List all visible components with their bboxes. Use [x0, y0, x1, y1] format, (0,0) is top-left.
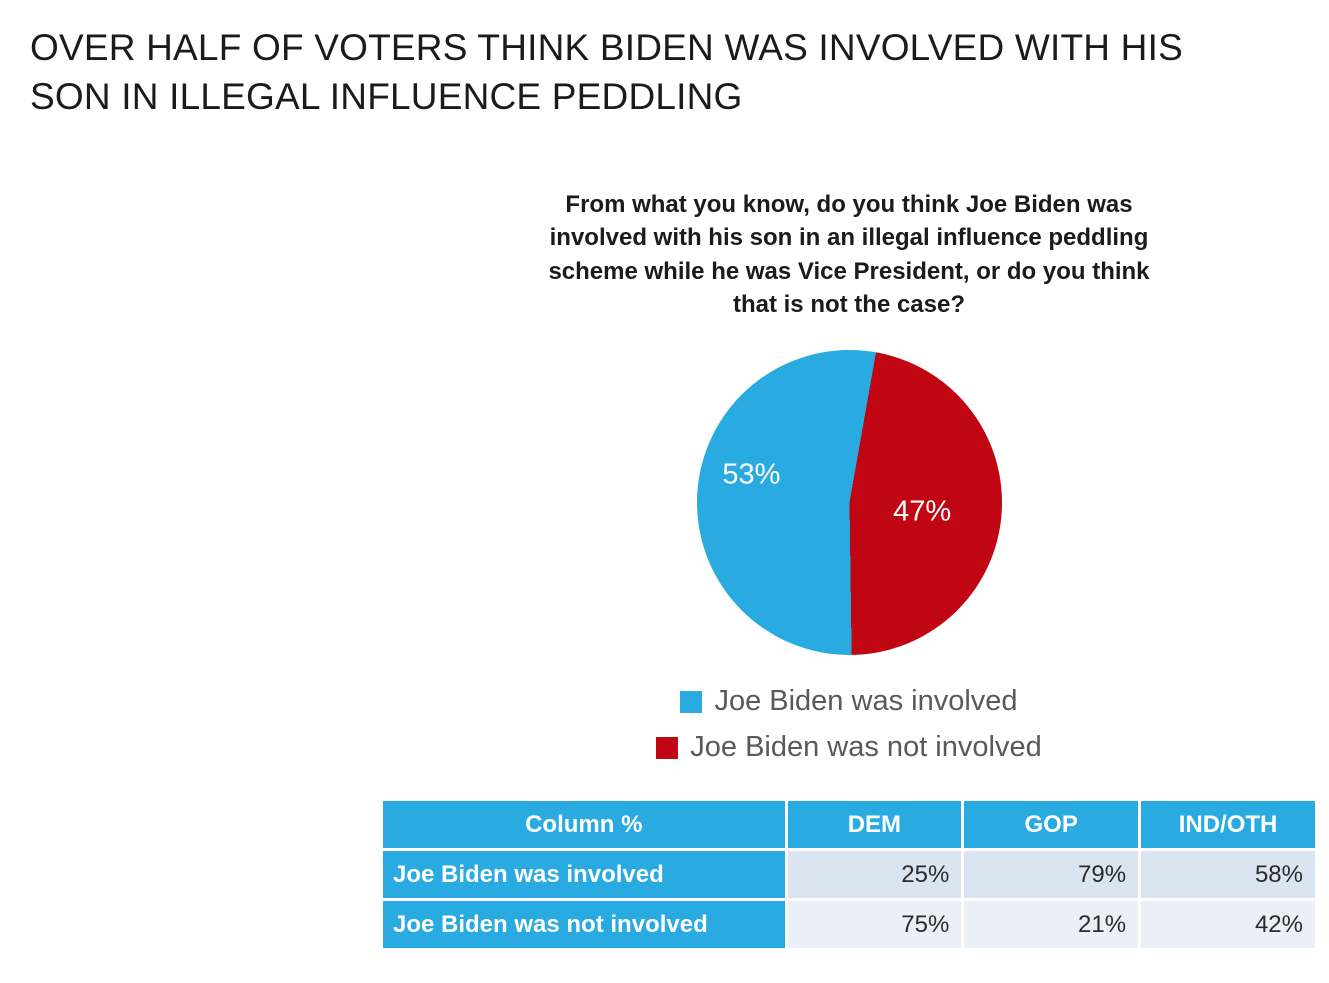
table-row-label-involved: Joe Biden was involved — [383, 851, 785, 899]
table-cell-not-involved-gop: 21% — [964, 901, 1139, 949]
pie-chart: 53% 47% — [696, 350, 1002, 656]
figure-column: From what you know, do you think Joe Bid… — [383, 188, 1315, 951]
pie-slice-label-not-involved: 47% — [893, 495, 952, 528]
legend-item-not-involved: Joe Biden was not involved — [383, 731, 1315, 764]
table-row-involved: Joe Biden was involved 25% 79% 58% — [383, 851, 1315, 899]
table-header-row: Column % DEM GOP IND/OTH — [383, 801, 1315, 849]
pie-chart-wrapper: 53% 47% — [696, 350, 1002, 656]
legend-label-involved: Joe Biden was involved — [714, 685, 1018, 718]
crosstab-table: Column % DEM GOP IND/OTH Joe Biden was i… — [380, 798, 1318, 951]
table-row-not-involved: Joe Biden was not involved 75% 21% 42% — [383, 901, 1315, 949]
chart-question: From what you know, do you think Joe Bid… — [548, 190, 1150, 319]
table-header-dem: DEM — [787, 801, 962, 849]
legend-label-not-involved: Joe Biden was not involved — [690, 731, 1042, 764]
table-header-ind-oth: IND/OTH — [1141, 801, 1315, 849]
legend-swatch-involved-icon — [680, 690, 703, 713]
table-header-gop: GOP — [964, 801, 1139, 849]
legend: Joe Biden was involved Joe Biden was not… — [383, 685, 1315, 764]
table-cell-involved-gop: 79% — [964, 851, 1139, 899]
legend-item-involved: Joe Biden was involved — [383, 685, 1315, 718]
pie-slice-label-involved: 53% — [722, 458, 781, 491]
table-cell-not-involved-dem: 75% — [787, 901, 962, 949]
table-cell-involved-dem: 25% — [787, 851, 962, 899]
table-cell-involved-ind-oth: 58% — [1141, 851, 1315, 899]
table-header-column-pct: Column % — [383, 801, 785, 849]
page-title: OVER HALF OF VOTERS THINK BIDEN WAS INVO… — [30, 27, 1183, 117]
legend-swatch-not-involved-icon — [656, 736, 679, 759]
table-cell-not-involved-ind-oth: 42% — [1141, 901, 1315, 949]
table-row-label-not-involved: Joe Biden was not involved — [383, 901, 785, 949]
